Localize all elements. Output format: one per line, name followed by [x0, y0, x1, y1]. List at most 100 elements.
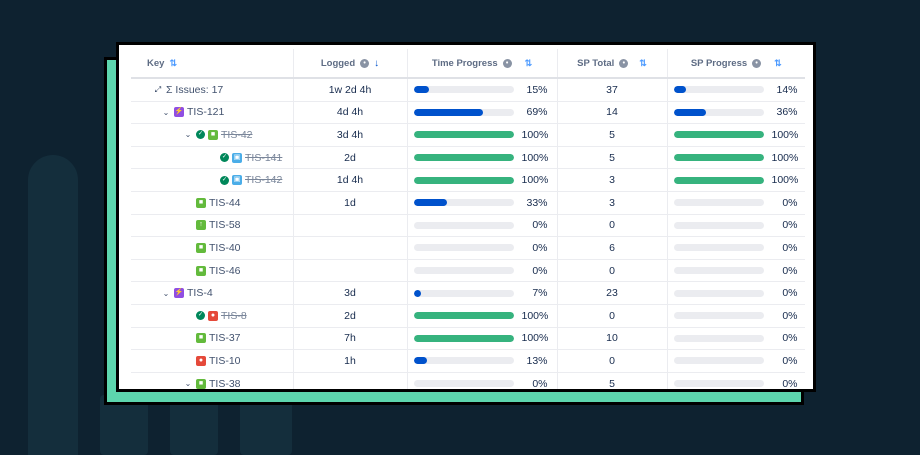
time-progress-bar	[413, 108, 514, 116]
table-row[interactable]: ⌄ ⚡ TIS-4 3d 7% 23 0%	[131, 281, 805, 305]
table-row[interactable]: ⌄ ✓ ■ TIS-42 3d 4h 100% 5 100%	[131, 123, 805, 147]
column-header-sp-progress[interactable]: SP Progress • ⇅	[667, 49, 805, 79]
issue-key-link[interactable]: TIS-46	[209, 264, 241, 277]
issue-key-link[interactable]: TIS-58	[209, 219, 241, 232]
issue-key-link[interactable]: TIS-8	[221, 309, 247, 322]
sp-progress-bar	[673, 108, 764, 116]
issue-key-link[interactable]: TIS-4	[187, 287, 213, 300]
time-progress-percent: 100%	[521, 151, 549, 164]
table-row[interactable]: ✓ ● TIS-8 2d 100% 0 0%	[131, 304, 805, 328]
table-row[interactable]: ✓ ▣ TIS-141 2d 100% 5 100%	[131, 146, 805, 170]
column-header-sp-total[interactable]: SP Total • ⇅	[557, 49, 668, 79]
sp-progress-cell: 100%	[667, 146, 805, 170]
table-row[interactable]: ■ TIS-44 1d 33% 3 0%	[131, 191, 805, 215]
key-cell: ✓ ▣ TIS-141	[131, 146, 294, 170]
epic-icon: ⚡	[174, 107, 184, 118]
key-cell: ■ TIS-46	[131, 259, 294, 283]
sp-progress-cell: 0%	[667, 327, 805, 351]
subtask-icon: ▣	[232, 175, 242, 186]
collapse-all-icon[interactable]: ⤢	[154, 84, 162, 94]
time-progress-cell: 100%	[407, 304, 558, 328]
issue-key-link[interactable]: TIS-10	[209, 354, 241, 367]
sp-progress-fill	[673, 131, 764, 139]
key-cell: ■ TIS-44	[131, 191, 294, 215]
time-progress-fill	[413, 289, 421, 297]
logged-cell: 3d 4h	[293, 123, 408, 147]
done-check-icon: ✓	[196, 130, 205, 140]
key-cell: ⌄ ■ TIS-38	[131, 372, 294, 390]
sp-progress-cell: 100%	[667, 168, 805, 192]
bug-icon: ●	[208, 310, 218, 321]
sp-total-cell: 0	[557, 214, 668, 238]
info-icon[interactable]: •	[360, 58, 370, 68]
key-cell: ■ TIS-40	[131, 236, 294, 260]
sort-icon[interactable]: ⇅	[169, 57, 177, 68]
column-header-logged[interactable]: Logged • ↓	[293, 49, 408, 79]
time-progress-cell: 0%	[407, 372, 558, 390]
sp-progress-bar	[673, 289, 764, 297]
logged-cell	[293, 214, 408, 238]
table-row[interactable]: ■ TIS-37 7h 100% 10 0%	[131, 327, 805, 351]
time-progress-cell: 0%	[407, 236, 558, 260]
sp-progress-percent: 36%	[776, 106, 798, 119]
sort-icon[interactable]: ⇅	[524, 57, 533, 68]
chevron-down-icon[interactable]: ⌄	[162, 107, 170, 117]
sort-icon[interactable]: ⇅	[639, 57, 647, 68]
issue-key-link[interactable]: TIS-40	[209, 241, 241, 254]
table-row[interactable]: ↑ TIS-58 0% 0 0%	[131, 214, 805, 238]
column-header-label: SP Total	[577, 57, 615, 69]
table-row[interactable]: ■ TIS-40 0% 6 0%	[131, 236, 805, 260]
key-cell: ✓ ▣ TIS-142	[131, 168, 294, 192]
logged-cell: 1d 4h	[293, 168, 408, 192]
subtask-icon: ▣	[232, 152, 242, 163]
story-icon: ■	[196, 197, 206, 208]
logged-cell: 2d	[293, 304, 408, 328]
chevron-down-icon[interactable]: ⌄	[184, 130, 192, 140]
key-cell: ↑ TIS-58	[131, 214, 294, 238]
table-row[interactable]: ⤢ Σ Issues: 17 1w 2d 4h 15% 37 14%	[131, 78, 805, 102]
time-progress-fill	[413, 86, 429, 94]
table-row[interactable]: ⌄ ■ TIS-38 0% 5 0%	[131, 372, 805, 390]
table-row[interactable]: ● TIS-10 1h 13% 0 0%	[131, 349, 805, 373]
story-icon: ■	[196, 378, 206, 389]
sp-total-cell: 0	[557, 259, 668, 283]
issue-key-link[interactable]: TIS-44	[209, 196, 241, 209]
issue-key-link[interactable]: TIS-42	[221, 128, 253, 141]
time-progress-bar	[413, 289, 514, 297]
story-icon: ■	[196, 242, 206, 253]
logged-cell: 3d	[293, 281, 408, 305]
sort-icon[interactable]: ⇅	[774, 57, 782, 68]
issue-key-link[interactable]: TIS-37	[209, 332, 241, 345]
chevron-down-icon[interactable]: ⌄	[184, 379, 192, 389]
issue-key-link[interactable]: TIS-121	[187, 106, 225, 119]
sort-descending-icon[interactable]: ↓	[374, 57, 380, 69]
sp-progress-percent: 100%	[771, 174, 799, 187]
info-icon[interactable]: •	[752, 58, 762, 68]
info-icon[interactable]: •	[619, 58, 629, 68]
table-row[interactable]: ■ TIS-46 0% 0 0%	[131, 259, 805, 283]
logged-cell: 1w 2d 4h	[293, 78, 408, 102]
time-progress-bar	[413, 86, 514, 94]
column-header-key[interactable]: Key ⇅	[131, 49, 294, 79]
logged-cell: 1d	[293, 191, 408, 215]
table-row[interactable]: ⌄ ⚡ TIS-121 4d 4h 69% 14 36%	[131, 101, 805, 125]
time-progress-cell: 33%	[407, 191, 558, 215]
info-icon[interactable]: •	[502, 58, 512, 68]
sp-progress-percent: 100%	[771, 151, 799, 164]
sp-progress-cell: 0%	[667, 214, 805, 238]
issue-key-link[interactable]: TIS-142	[245, 174, 283, 187]
sp-progress-bar	[673, 334, 764, 342]
story-icon: ■	[196, 333, 206, 344]
time-progress-percent: 0%	[532, 377, 548, 390]
issue-key-link[interactable]: TIS-38	[209, 377, 241, 390]
sp-progress-bar	[673, 380, 764, 388]
chevron-down-icon[interactable]: ⌄	[162, 288, 170, 298]
bug-icon: ●	[196, 355, 206, 366]
column-header-time-progress[interactable]: Time Progress • ⇅	[407, 49, 558, 79]
sp-progress-percent: 0%	[782, 241, 798, 254]
issue-key-link[interactable]: TIS-141	[245, 151, 283, 164]
sp-progress-percent: 14%	[776, 83, 798, 96]
column-header-label: SP Progress	[690, 57, 748, 69]
sp-progress-cell: 0%	[667, 304, 805, 328]
table-row[interactable]: ✓ ▣ TIS-142 1d 4h 100% 3 100%	[131, 168, 805, 192]
